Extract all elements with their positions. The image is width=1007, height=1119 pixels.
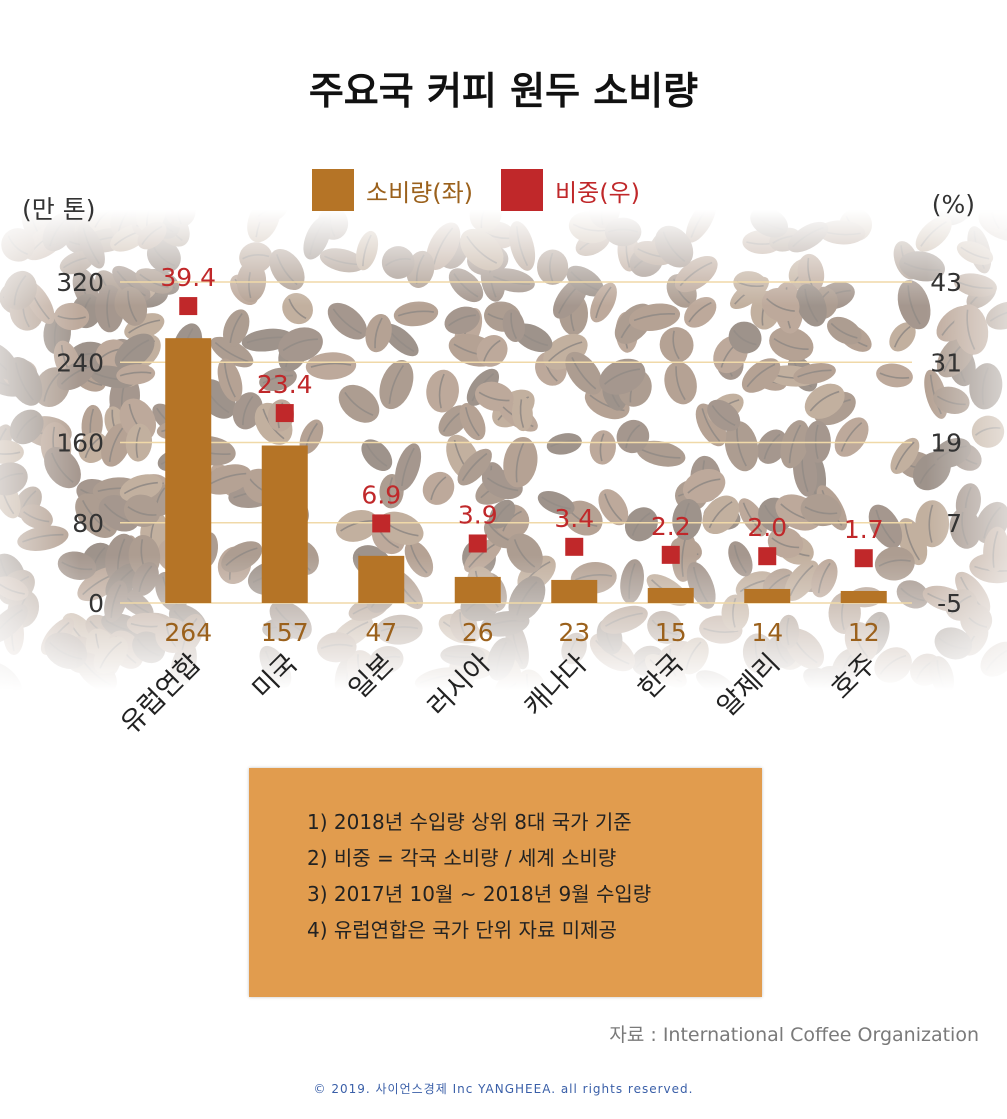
bar-value-label: 14: [751, 618, 783, 647]
left-tick-label: 240: [56, 348, 104, 377]
note-item: 4) 유럽연합은 국가 단위 자료 미제공: [307, 918, 617, 942]
share-marker: [468, 534, 487, 553]
copyright-notice: © 2019. 사이언스경제 Inc YANGHEEA. all rights …: [313, 1082, 694, 1096]
share-value-label: 2.2: [651, 512, 691, 541]
bar: [358, 555, 405, 603]
left-tick-label: 160: [56, 429, 104, 458]
bar-value-label: 15: [655, 618, 687, 647]
right-tick-label: -5: [937, 589, 962, 618]
category-label: 일본: [343, 648, 400, 705]
share-marker: [179, 297, 198, 316]
category-label: 알제리: [712, 648, 787, 723]
left-axis-unit: (만 톤): [22, 195, 96, 224]
share-marker: [275, 404, 294, 423]
bar: [840, 590, 887, 603]
source-credit: 자료 : International Coffee Organization: [609, 1024, 979, 1046]
note-item: 2) 비중 = 각국 소비량 / 세계 소비량: [307, 846, 617, 870]
share-marker: [854, 549, 873, 568]
right-tick-label: 31: [930, 348, 962, 377]
right-tick-label: 43: [930, 268, 962, 297]
share-value-label: 1.7: [844, 515, 884, 544]
bar: [454, 576, 501, 603]
bar: [744, 588, 791, 603]
note-item: 3) 2017년 10월 ~ 2018년 9월 수입량: [307, 882, 652, 906]
bar-chart: 0 -5 80 7 160 19 240 31 320 43 264 39.4 유럽연합 157 23.4 미…: [56, 263, 962, 740]
bar: [165, 338, 212, 603]
category-label: 유럽연합: [115, 648, 207, 740]
bar-value-label: 157: [261, 618, 309, 647]
share-value-label: 6.9: [361, 480, 401, 509]
legend-item-consumption: 소비량(좌): [312, 169, 473, 211]
left-tick-label: 320: [56, 268, 104, 297]
category-label: 미국: [247, 648, 304, 705]
legend-swatch-consumption: [312, 169, 354, 211]
legend-item-share: 비중(우): [501, 169, 640, 211]
share-marker: [661, 545, 680, 564]
legend-label-consumption: 소비량(좌): [366, 178, 474, 207]
category-label: 한국: [633, 648, 690, 705]
share-value-label: 3.9: [458, 500, 498, 529]
bar-value-label: 47: [365, 618, 397, 647]
left-tick-label: 80: [72, 509, 104, 538]
bar: [647, 587, 694, 603]
bar: [261, 445, 308, 603]
bar-value-label: 12: [848, 618, 880, 647]
category-label: 러시아: [422, 648, 497, 723]
notes-list: 1) 2018년 수입량 상위 8대 국가 기준 2) 비중 = 각국 소비량 …: [307, 804, 762, 948]
legend-swatch-share: [501, 169, 544, 211]
bar-value-label: 26: [462, 618, 494, 647]
legend-label-share: 비중(우): [555, 178, 641, 207]
right-tick-label: 19: [930, 429, 962, 458]
share-value-label: 3.4: [554, 504, 594, 533]
left-tick-label: 0: [88, 589, 104, 618]
share-value-label: 23.4: [257, 370, 313, 399]
share-value-label: 39.4: [160, 263, 216, 292]
bar: [551, 579, 598, 603]
share-value-label: 2.0: [747, 513, 787, 542]
notes-box: 1) 2018년 수입량 상위 8대 국가 기준 2) 비중 = 각국 소비량 …: [249, 768, 762, 997]
legend: 소비량(좌) 비중(우): [312, 168, 668, 212]
note-item: 1) 2018년 수입량 상위 8대 국가 기준: [307, 810, 632, 834]
bar-value-label: 264: [164, 618, 212, 647]
bar-value-label: 23: [558, 618, 590, 647]
share-marker: [372, 514, 391, 533]
category-label: 호주: [826, 648, 883, 705]
right-axis-unit: (%): [931, 190, 975, 219]
right-tick-label: 7: [946, 509, 962, 538]
chart-title: 주요국 커피 원두 소비량: [308, 69, 699, 113]
share-marker: [758, 547, 777, 566]
share-marker: [565, 537, 584, 556]
category-label: 캐나다: [519, 648, 594, 723]
